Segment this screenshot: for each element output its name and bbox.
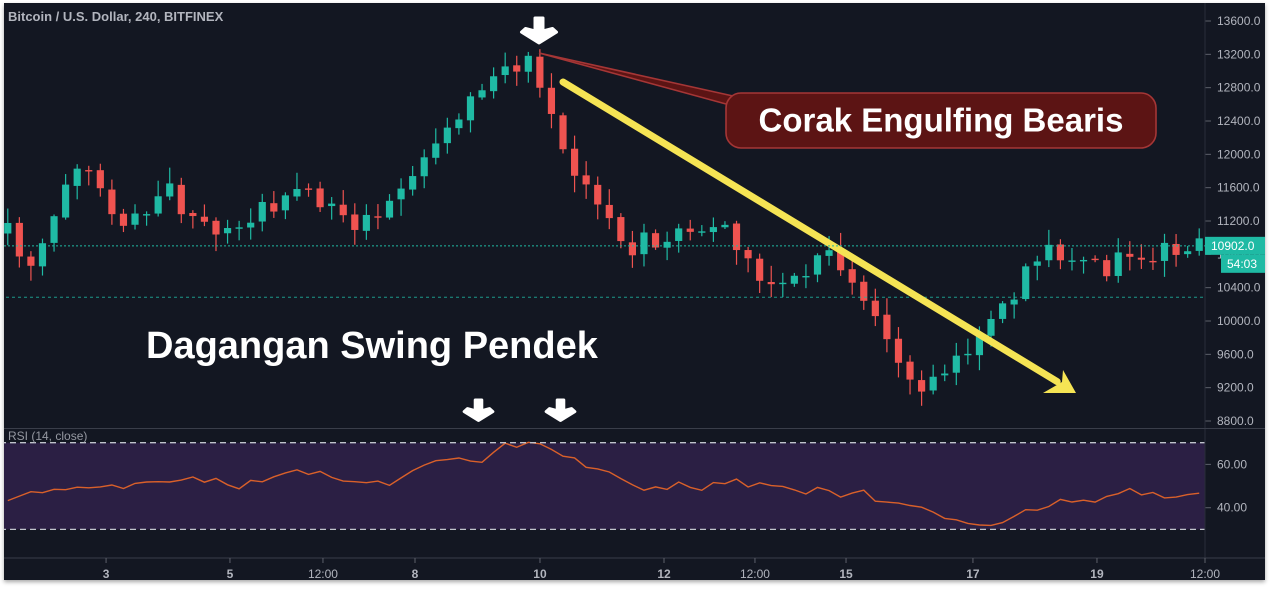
svg-text:11200.0: 11200.0 [1217, 214, 1260, 228]
svg-text:12: 12 [657, 567, 671, 580]
svg-text:13200.0: 13200.0 [1217, 47, 1261, 61]
svg-text:40.00: 40.00 [1217, 501, 1247, 515]
svg-text:10400.0: 10400.0 [1217, 281, 1261, 295]
svg-text:RSI (14, close): RSI (14, close) [8, 429, 87, 443]
svg-text:12800.0: 12800.0 [1217, 81, 1261, 95]
svg-text:54:03: 54:03 [1227, 257, 1257, 271]
svg-text:15: 15 [839, 567, 853, 580]
svg-text:12400.0: 12400.0 [1217, 114, 1261, 128]
svg-text:Dagangan Swing Pendek: Dagangan Swing Pendek [146, 325, 599, 367]
svg-text:10902.0: 10902.0 [1211, 239, 1255, 253]
svg-text:Corak Engulfing Bearis: Corak Engulfing Bearis [759, 102, 1124, 139]
svg-text:10: 10 [533, 567, 547, 580]
svg-text:8: 8 [412, 567, 419, 580]
svg-text:12:00: 12:00 [1190, 567, 1220, 580]
svg-text:12:00: 12:00 [740, 567, 770, 580]
svg-text:8800.0: 8800.0 [1217, 414, 1254, 428]
svg-text:11600.0: 11600.0 [1217, 181, 1260, 195]
svg-text:12:00: 12:00 [308, 567, 338, 580]
svg-text:60.00: 60.00 [1217, 457, 1247, 471]
svg-text:12000.0: 12000.0 [1217, 147, 1261, 161]
svg-text:Bitcoin / U.S. Dollar, 240, BI: Bitcoin / U.S. Dollar, 240, BITFINEX [8, 9, 224, 24]
svg-text:19: 19 [1090, 567, 1104, 580]
svg-text:13600.0: 13600.0 [1217, 14, 1261, 28]
svg-text:9600.0: 9600.0 [1217, 347, 1254, 361]
svg-text:17: 17 [966, 567, 980, 580]
svg-text:9200.0: 9200.0 [1217, 381, 1254, 395]
svg-text:3: 3 [103, 567, 110, 580]
svg-text:10000.0: 10000.0 [1217, 314, 1261, 328]
svg-text:5: 5 [227, 567, 234, 580]
